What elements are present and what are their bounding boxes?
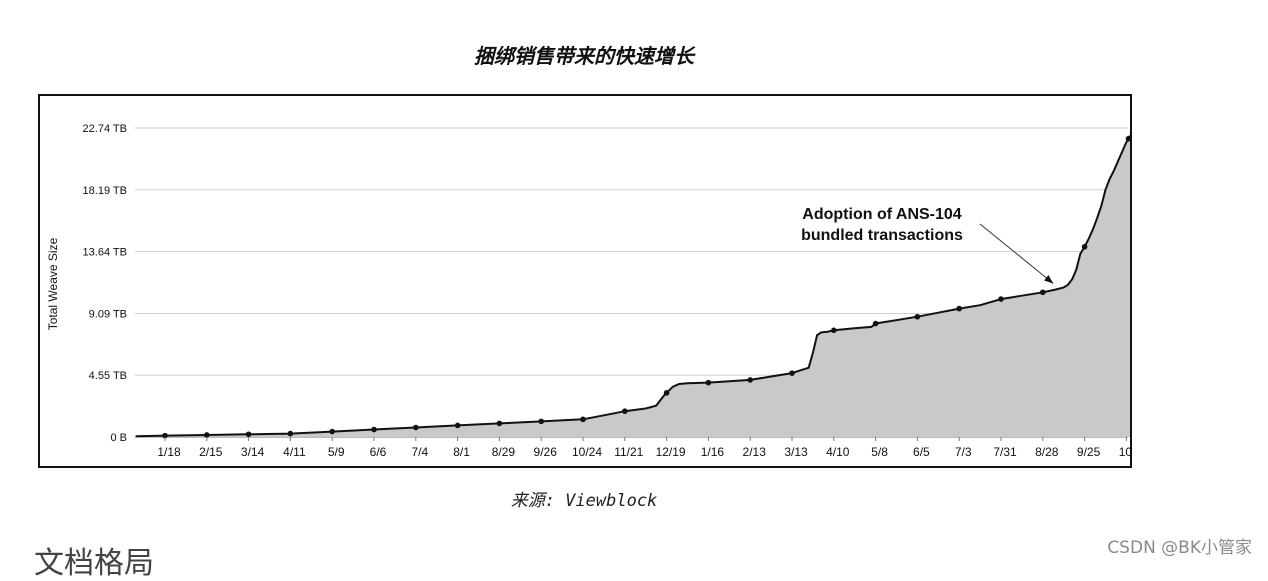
data-point: [580, 416, 586, 423]
x-tick-label: 7/31: [993, 445, 1017, 459]
area-fill: [135, 136, 1130, 437]
data-point: [1040, 289, 1046, 296]
chart-frame: 0 B 4.55 TB 9.09 TB 13.64 TB 18.19 TB 22.74 T…: [38, 94, 1132, 468]
figure-title: 捆绑销售带来的快速增长: [474, 44, 694, 68]
x-tick-label: 7/4: [411, 445, 428, 459]
data-point: [204, 432, 210, 438]
data-point: [663, 390, 670, 396]
x-tick-label: 3/13: [784, 445, 808, 459]
x-tick-label: 1/16: [701, 445, 725, 459]
x-axis-ticks: 1/18 2/15 3/14 4/11 5/9 6/6 7/4 8/1 8/29 9/26 10/2…: [157, 437, 1130, 459]
x-tick-label: 6/6: [370, 445, 387, 459]
x-tick-label: 8/29: [492, 445, 516, 459]
x-tick-label: 4/11: [283, 445, 306, 459]
watermark: CSDN @BK小管家: [1107, 538, 1252, 558]
x-tick-label: 10/24: [572, 445, 602, 459]
x-tick-label: 9/25: [1077, 445, 1101, 459]
data-point: [413, 424, 419, 431]
data-markers: [162, 135, 1130, 439]
y-tick-label: 9.09 TB: [89, 308, 127, 320]
y-tick-label: 22.74 TB: [83, 123, 127, 135]
data-point: [496, 420, 503, 427]
annotation-line-1: Adoption of ANS-104: [802, 206, 962, 223]
x-tick-label: 10/2: [1119, 445, 1130, 459]
weave-size-chart: 0 B 4.55 TB 9.09 TB 13.64 TB 18.19 TB 22.74 T…: [46, 123, 1130, 459]
y-axis-ticks: 0 B 4.55 TB 9.09 TB 13.64 TB 18.19 TB 22.74 T…: [83, 123, 127, 444]
data-point: [1125, 135, 1130, 142]
data-point: [538, 418, 544, 425]
data-point: [329, 428, 336, 435]
data-point: [789, 370, 795, 376]
x-tick-label: 5/9: [328, 445, 345, 459]
y-tick-label: 4.55 TB: [89, 370, 127, 382]
source-caption: 来源: Viewblock: [510, 491, 658, 511]
x-tick-label: 12/19: [656, 445, 686, 459]
annotation-arrow: [979, 223, 1054, 284]
x-tick-label: 6/5: [913, 445, 930, 459]
x-tick-label: 7/3: [955, 445, 972, 459]
data-point: [705, 379, 712, 386]
data-point: [454, 422, 461, 429]
data-point: [245, 431, 252, 438]
y-tick-label: 0 B: [110, 432, 127, 444]
annotation: Adoption of ANS-104 bundled transactions: [801, 206, 1054, 284]
data-point: [371, 426, 377, 433]
x-tick-label: 8/1: [453, 445, 470, 459]
data-point: [831, 327, 837, 334]
data-point: [914, 313, 921, 320]
annotation-line-2: bundled transactions: [801, 227, 963, 244]
data-point: [1081, 243, 1088, 250]
x-tick-label: 5/8: [871, 445, 888, 459]
y-tick-label: 18.19 TB: [83, 185, 127, 197]
data-point: [998, 296, 1004, 302]
x-tick-label: 1/18: [157, 445, 181, 459]
series-line: [135, 134, 1130, 438]
y-tick-label: 13.64 TB: [83, 247, 127, 259]
data-point: [162, 432, 168, 439]
data-point: [872, 320, 879, 327]
data-point: [287, 430, 294, 437]
data-point: [747, 377, 753, 383]
annotation-arrowhead: [1044, 275, 1054, 284]
x-tick-label: 8/28: [1035, 445, 1059, 459]
next-section-heading: 文档格局: [34, 546, 154, 581]
x-tick-label: 11/21: [614, 445, 643, 459]
x-tick-label: 2/15: [199, 445, 223, 459]
data-point: [956, 305, 962, 312]
x-tick-label: 9/26: [534, 445, 558, 459]
data-point: [622, 408, 628, 414]
x-tick-label: 2/13: [743, 445, 767, 459]
y-axis-label: Total Weave Size: [46, 237, 60, 330]
x-tick-label: 3/14: [241, 445, 265, 459]
x-tick-label: 4/10: [826, 445, 850, 459]
